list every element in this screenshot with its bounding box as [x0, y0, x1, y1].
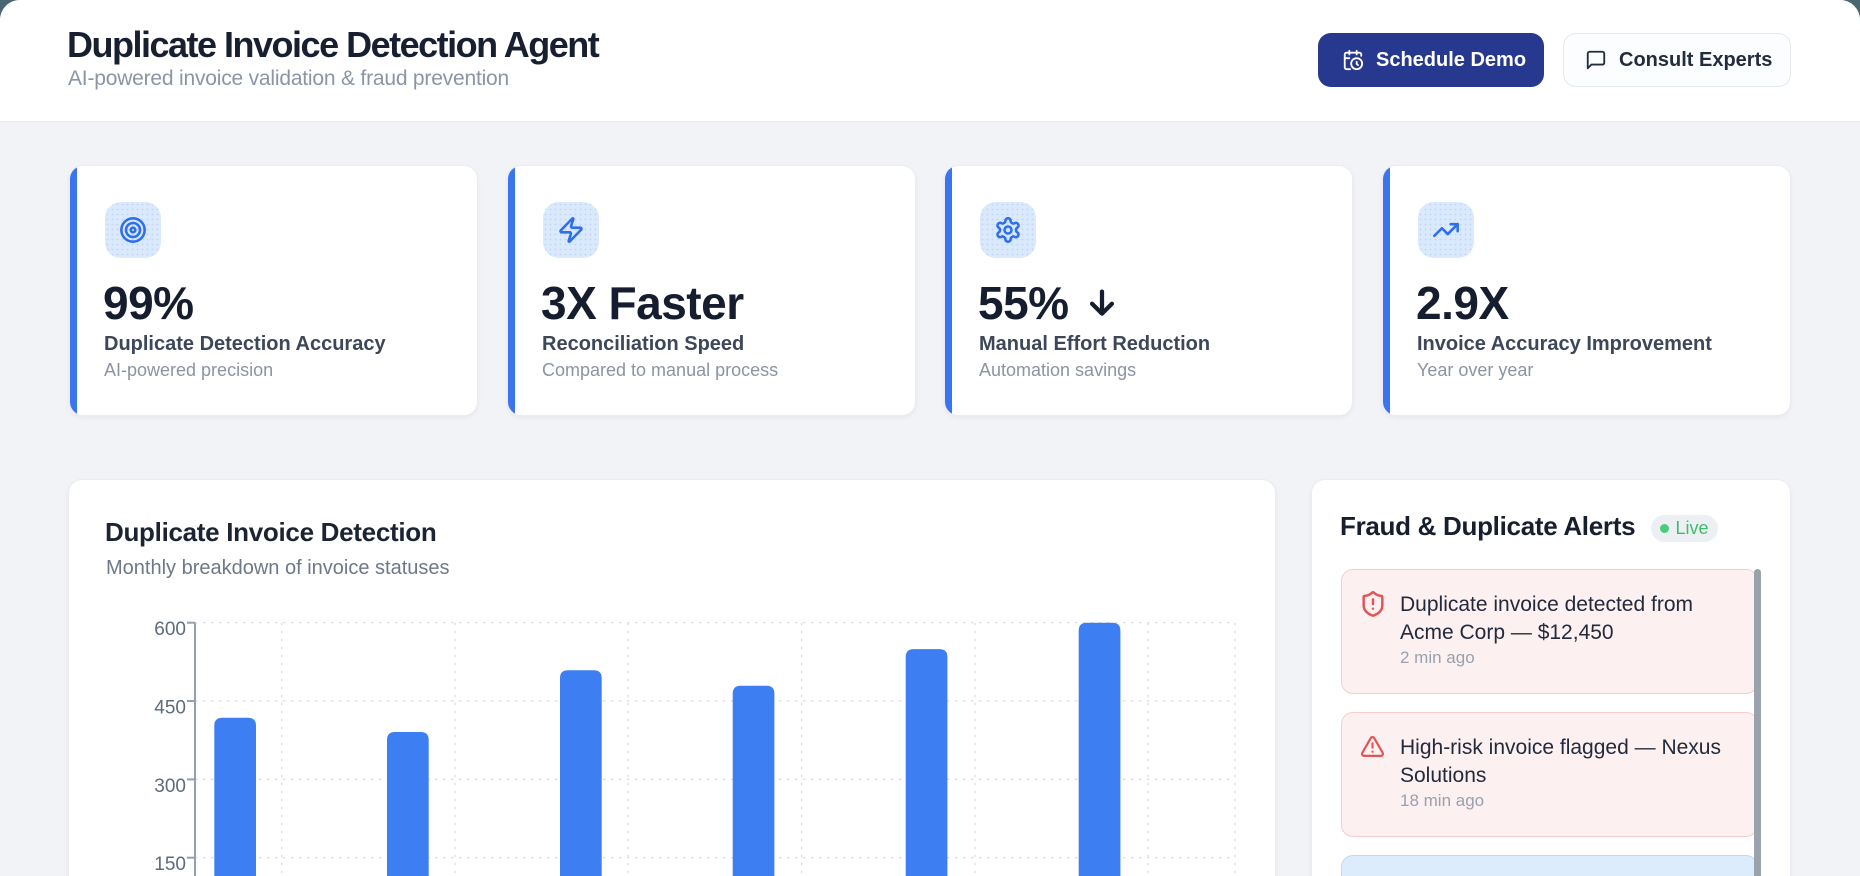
svg-text:450: 450: [154, 698, 186, 719]
svg-text:150: 150: [154, 854, 186, 875]
svg-text:600: 600: [154, 619, 186, 640]
svg-text:300: 300: [154, 776, 186, 797]
